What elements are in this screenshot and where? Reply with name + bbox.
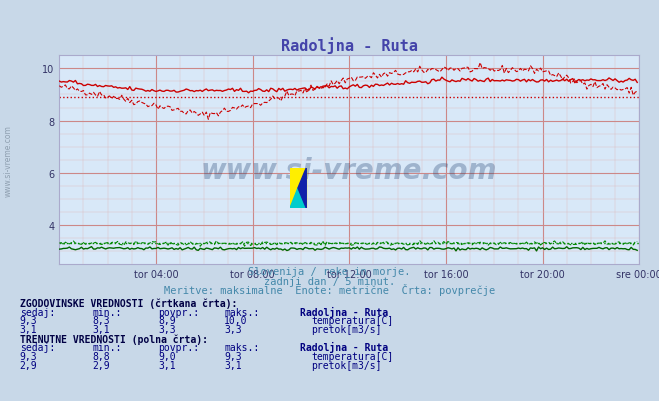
Text: 3,3: 3,3: [158, 324, 176, 334]
Text: maks.:: maks.:: [224, 307, 259, 317]
Text: 10,0: 10,0: [224, 316, 248, 326]
Text: min.:: min.:: [92, 307, 122, 317]
Text: 9,3: 9,3: [224, 351, 242, 361]
Text: Meritve: maksimalne  Enote: metrične  Črta: povprečje: Meritve: maksimalne Enote: metrične Črta…: [164, 283, 495, 295]
Text: 8,8: 8,8: [92, 351, 110, 361]
Polygon shape: [290, 168, 306, 209]
Text: 9,0: 9,0: [158, 351, 176, 361]
Text: 3,1: 3,1: [158, 360, 176, 370]
Text: povpr.:: povpr.:: [158, 342, 199, 352]
Text: ZGODOVINSKE VREDNOSTI (črtkana črta):: ZGODOVINSKE VREDNOSTI (črtkana črta):: [20, 298, 237, 308]
Text: temperatura[C]: temperatura[C]: [311, 316, 393, 326]
Text: sedaj:: sedaj:: [20, 307, 55, 317]
Text: 3,1: 3,1: [20, 324, 38, 334]
Text: zadnji dan / 5 minut.: zadnji dan / 5 minut.: [264, 276, 395, 286]
Text: 9,3: 9,3: [20, 351, 38, 361]
Text: 3,1: 3,1: [92, 324, 110, 334]
Text: sedaj:: sedaj:: [20, 342, 55, 352]
Text: Radoljna - Ruta: Radoljna - Ruta: [300, 306, 388, 317]
Text: Slovenija / reke in morje.: Slovenija / reke in morje.: [248, 267, 411, 277]
Text: pretok[m3/s]: pretok[m3/s]: [311, 360, 382, 370]
Text: 9,3: 9,3: [20, 316, 38, 326]
Text: 2,9: 2,9: [20, 360, 38, 370]
Text: 3,1: 3,1: [224, 360, 242, 370]
Text: min.:: min.:: [92, 342, 122, 352]
Text: Radoljna - Ruta: Radoljna - Ruta: [300, 342, 388, 352]
Text: 8,3: 8,3: [92, 316, 110, 326]
Text: 8,9: 8,9: [158, 316, 176, 326]
Text: 3,3: 3,3: [224, 324, 242, 334]
Text: povpr.:: povpr.:: [158, 307, 199, 317]
Text: 2,9: 2,9: [92, 360, 110, 370]
Text: TRENUTNE VREDNOSTI (polna črta):: TRENUTNE VREDNOSTI (polna črta):: [20, 333, 208, 344]
Text: www.si-vreme.com: www.si-vreme.com: [4, 125, 13, 196]
Text: pretok[m3/s]: pretok[m3/s]: [311, 324, 382, 334]
Title: Radoljna - Ruta: Radoljna - Ruta: [281, 37, 418, 54]
Text: maks.:: maks.:: [224, 342, 259, 352]
Polygon shape: [298, 168, 306, 209]
Text: www.si-vreme.com: www.si-vreme.com: [201, 157, 498, 185]
Polygon shape: [290, 188, 306, 209]
Text: temperatura[C]: temperatura[C]: [311, 351, 393, 361]
